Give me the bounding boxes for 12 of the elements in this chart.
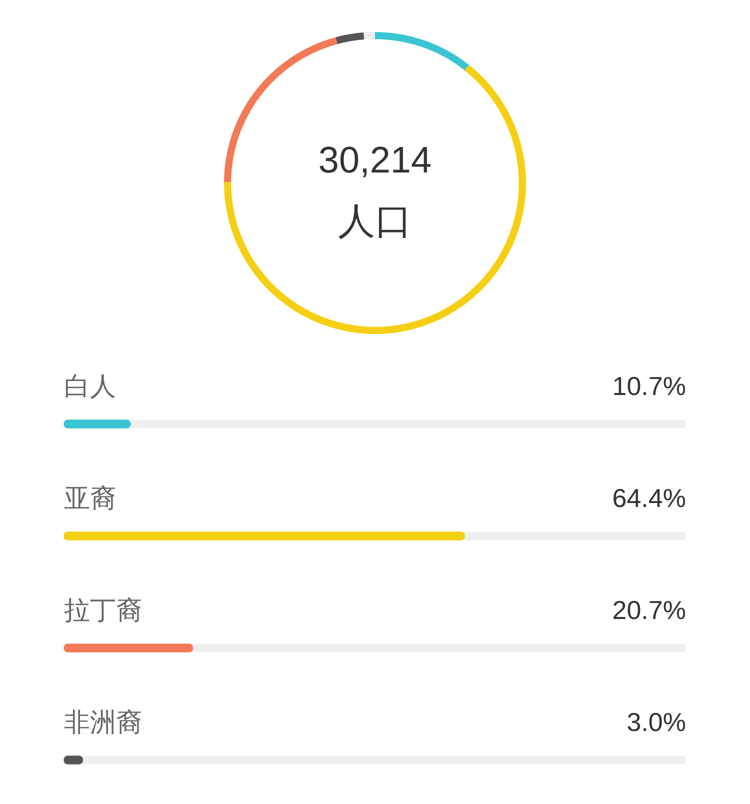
bar bbox=[64, 420, 131, 428]
text: 30,214 bbox=[318, 140, 432, 181]
y-tick-label: 亚裔 bbox=[64, 483, 116, 514]
data-label: 20.7% bbox=[612, 595, 686, 626]
y-tick-label: 非洲裔 bbox=[64, 707, 142, 738]
data-label: 3.0% bbox=[626, 707, 686, 738]
y-tick-label: 拉丁裔 bbox=[64, 595, 142, 626]
y-tick-label: 白人 bbox=[64, 371, 116, 402]
data-label: 10.7% bbox=[612, 371, 686, 402]
bar bbox=[64, 644, 194, 652]
text: 人口 bbox=[338, 200, 412, 242]
data-label: 64.4% bbox=[612, 483, 686, 514]
